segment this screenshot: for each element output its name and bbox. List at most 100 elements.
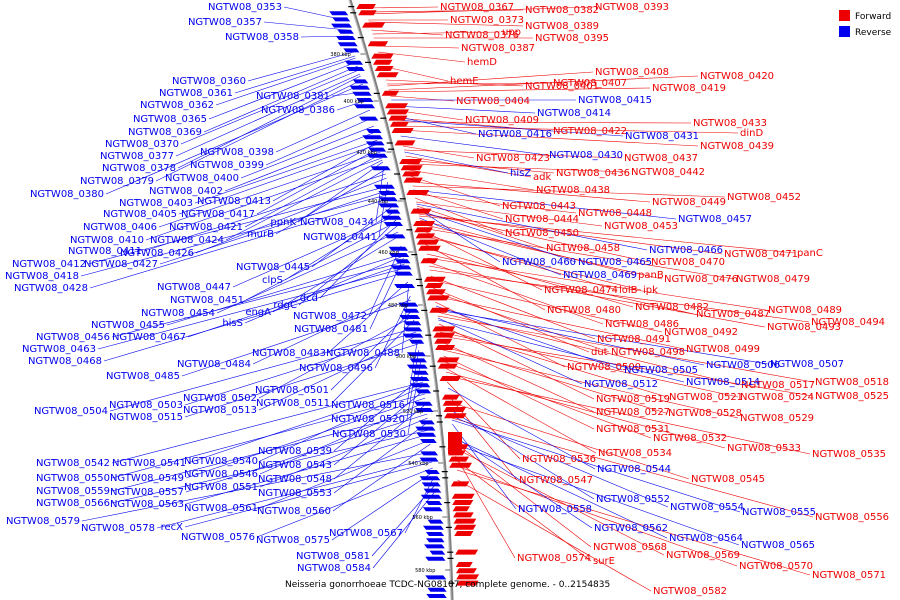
leader-line xyxy=(437,317,583,385)
legend-reverse-swatch xyxy=(839,26,850,37)
reverse-feature-label: NGTW08_0386 xyxy=(261,105,335,116)
leader-line xyxy=(421,229,543,291)
forward-feature-label: NGTW08_0423 xyxy=(476,153,550,164)
feature-marker xyxy=(436,421,443,423)
feature-marker xyxy=(399,198,406,200)
reverse-feature-arrow xyxy=(422,525,444,530)
leader-line xyxy=(143,173,386,252)
reverse-feature-label: NGTW08_0520 xyxy=(331,414,405,425)
reverse-feature-label: NGTW08_0561 xyxy=(184,503,258,514)
forward-feature-arrow xyxy=(453,512,474,518)
reverse-feature-label: NGTW08_0405 xyxy=(103,209,177,220)
reverse-feature-arrow xyxy=(409,358,427,363)
forward-feature-label: hemE xyxy=(450,76,479,87)
forward-feature-arrow xyxy=(426,289,446,295)
forward-feature-label: NGTW08_0556 xyxy=(815,512,889,523)
leader-line xyxy=(366,6,594,15)
reverse-feature-label: NGTW08_0488 xyxy=(326,348,400,359)
reverse-feature-arrow xyxy=(378,203,400,208)
reverse-feature-arrow xyxy=(337,42,358,47)
leader-line xyxy=(424,243,546,311)
leader-line xyxy=(454,443,740,546)
forward-feature-label: NGTW08_0480 xyxy=(547,305,621,316)
forward-feature-arrow xyxy=(356,4,376,9)
forward-feature-label: NGTW08_0476 xyxy=(664,274,738,285)
leader-line xyxy=(178,143,379,215)
forward-feature-arrow xyxy=(358,10,377,16)
leader-line xyxy=(368,245,402,317)
forward-feature-arrow xyxy=(423,276,446,282)
leader-line xyxy=(413,189,504,220)
leader-line xyxy=(97,267,406,350)
reverse-feature-label: NGTW08_0548 xyxy=(258,474,332,485)
leader-line xyxy=(445,367,597,454)
forward-feature-label: NGTW08_0571 xyxy=(812,570,886,581)
leader-line xyxy=(428,261,604,325)
forward-feature-label: NGTW08_0408 xyxy=(595,67,669,78)
reverse-feature-label: NGTW08_0418 xyxy=(5,271,79,282)
reverse-feature-label: NGTW08_0413 xyxy=(197,196,271,207)
forward-feature-label: NGTW08_0569 xyxy=(666,550,740,561)
forward-feature-arrow xyxy=(443,407,467,412)
reverse-feature-label: NGTW08_0513 xyxy=(183,405,257,416)
reverse-feature-label: NGTW08_0431 xyxy=(625,131,699,142)
reverse-feature-label: NGTW08_0575 xyxy=(256,535,330,546)
reverse-feature-label: NGTW08_0576 xyxy=(181,532,255,543)
forward-feature-label: NGTW08_0568 xyxy=(593,542,667,553)
reverse-feature-arrow xyxy=(424,544,445,549)
legend-forward-label: Forward xyxy=(855,12,891,22)
feature-marker xyxy=(394,173,401,175)
leader-line xyxy=(81,451,432,522)
leader-line xyxy=(396,119,624,137)
leader-line xyxy=(451,417,814,518)
forward-feature-arrow xyxy=(448,456,470,462)
leader-line xyxy=(435,305,623,371)
reverse-feature-arrow xyxy=(420,439,437,443)
label-leader-lines xyxy=(80,6,814,592)
feature-marker xyxy=(444,502,451,504)
reverse-feature-label: NGTW08_0361 xyxy=(159,88,233,99)
leader-line xyxy=(111,261,405,338)
reverse-feature-arrow xyxy=(406,352,427,357)
reverse-feature-label: NGTW08_0484 xyxy=(177,359,251,370)
reverse-feature-label: NGTW08_0424 xyxy=(150,235,224,246)
leader-line xyxy=(449,401,690,480)
forward-feature-label: NGTW08_0382 xyxy=(525,5,599,16)
leader-line xyxy=(111,393,425,479)
reverse-feature-label: NGTW08_0565 xyxy=(741,540,815,551)
leader-line xyxy=(414,193,577,214)
leader-line xyxy=(404,151,509,174)
feature-marker xyxy=(439,446,446,448)
reverse-feature-label: NGTW08_0581 xyxy=(296,551,370,562)
reverse-feature-label: NGTW08_0550 xyxy=(36,473,110,484)
forward-feature-arrow xyxy=(427,295,450,301)
reverse-feature-arrow xyxy=(390,265,412,270)
reverse-feature-label: NGTW08_0516 xyxy=(331,400,405,411)
forward-feature-arrow xyxy=(406,190,430,195)
leader-line xyxy=(404,477,434,534)
forward-feature-label: NGTW08_0458 xyxy=(546,243,620,254)
reverse-feature-arrow xyxy=(410,383,431,388)
forward-feature-label: NGTW08_0491 xyxy=(597,334,671,345)
leader-line xyxy=(365,9,524,13)
leader-line xyxy=(158,151,381,228)
scale-tick-label: 400 kbp xyxy=(343,99,363,105)
forward-feature-arrow xyxy=(456,580,479,586)
leader-line xyxy=(452,423,517,510)
reverse-feature-arrow xyxy=(411,370,429,375)
forward-feature-label: NGTW08_0533 xyxy=(727,443,801,454)
leader-line xyxy=(184,343,419,418)
reverse-feature-label: rdgC xyxy=(273,300,297,311)
reverse-feature-label: NGTW08_0511 xyxy=(256,398,330,409)
forward-feature-arrow xyxy=(416,239,440,245)
leader-line xyxy=(375,165,385,223)
forward-feature-arrow xyxy=(413,221,436,226)
forward-feature-arrow xyxy=(456,568,477,574)
reverse-feature-arrow xyxy=(415,426,436,431)
forward-feature-label: panB xyxy=(638,270,664,281)
reverse-feature-label: NGTW08_0398 xyxy=(200,147,274,158)
reverse-feature-label: NGTW08_0463 xyxy=(22,344,96,355)
leader-line xyxy=(447,387,596,470)
reverse-feature-label: NGTW08_0411 xyxy=(68,246,142,257)
